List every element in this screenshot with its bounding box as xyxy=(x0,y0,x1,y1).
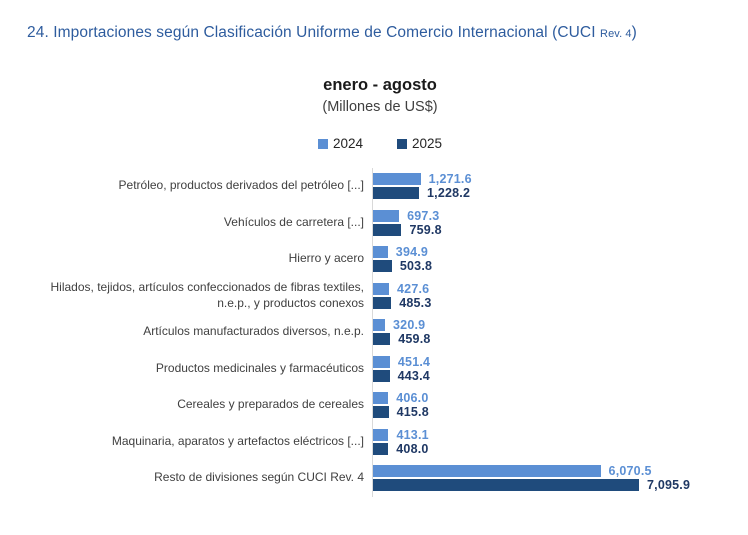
value-label-2024: 394.9 xyxy=(395,245,429,260)
value-label-2024: 406.0 xyxy=(396,391,429,406)
value-label-2025: 459.8 xyxy=(398,332,431,347)
value-label-2025: 1,228.2 xyxy=(427,186,471,201)
bar-line-2025: 485.3 xyxy=(373,295,741,310)
bar-line-2025: 7,095.9 xyxy=(373,478,741,493)
chart-title-rev: Rev. 4 xyxy=(600,28,632,40)
bar-2025 xyxy=(373,333,391,346)
value-label-2024: 6,070.5 xyxy=(608,464,652,479)
bar-line-2024: 320.9 xyxy=(373,318,741,333)
bar-2025 xyxy=(373,296,392,309)
bar-line-2025: 503.8 xyxy=(373,259,741,274)
bar-2025 xyxy=(373,187,420,200)
category-label: Resto de divisiones según CUCI Rev. 4 xyxy=(154,470,364,485)
bar-row: Maquinaria, aparatos y artefactos eléctr… xyxy=(27,423,741,460)
value-label-2024: 451.4 xyxy=(397,354,431,369)
legend-swatch-2024 xyxy=(317,138,328,149)
bar-2024 xyxy=(373,428,389,441)
value-label-2025: 759.8 xyxy=(409,222,442,237)
bar-line-2024: 1,271.6 xyxy=(373,172,741,187)
bar-2025 xyxy=(373,260,392,273)
value-label-2024: 1,271.6 xyxy=(428,172,472,187)
category-label: Hilados, tejidos, artículos confeccionad… xyxy=(50,280,365,310)
bars-cell: 697.3 759.8 xyxy=(372,204,741,241)
bar-2024 xyxy=(373,319,386,332)
bar-line-2024: 394.9 xyxy=(373,245,741,260)
bar-2025 xyxy=(373,442,389,455)
bars-cell: 413.1 408.0 xyxy=(372,423,741,460)
bars-cell: 6,070.5 7,095.9 xyxy=(372,460,741,497)
chart-subtitle: enero - agosto xyxy=(323,76,437,94)
chart-title-close: ) xyxy=(631,24,637,41)
category-label: Petróleo, productos derivados del petról… xyxy=(118,178,364,193)
chart-legend: 2024 2025 xyxy=(30,136,730,151)
category-label: Hierro y acero xyxy=(288,251,364,266)
category-label: Artículos manufacturados diversos, n.e.p… xyxy=(143,324,364,339)
value-label-2025: 7,095.9 xyxy=(647,478,691,493)
bar-2024 xyxy=(373,355,390,368)
legend-swatch-2025 xyxy=(397,138,407,149)
bar-line-2025: 459.8 xyxy=(373,332,741,347)
value-label-2024: 320.9 xyxy=(393,318,426,333)
bar-chart-plot: Petróleo, productos derivados del petról… xyxy=(27,168,741,497)
bar-2024 xyxy=(373,209,400,222)
value-label-2025: 408.0 xyxy=(396,441,429,456)
category-label: Productos medicinales y farmacéuticos xyxy=(155,360,364,375)
bars-cell: 406.0 415.8 xyxy=(372,387,741,424)
bar-line-2024: 6,070.5 xyxy=(373,464,741,479)
value-label-2024: 427.6 xyxy=(397,281,430,296)
value-label-2024: 697.3 xyxy=(407,208,440,223)
bar-2024 xyxy=(373,465,601,478)
bar-line-2025: 408.0 xyxy=(373,441,741,456)
bar-line-2024: 406.0 xyxy=(373,391,741,406)
legend-item-2025: 2025 xyxy=(397,136,442,151)
value-label-2024: 413.1 xyxy=(396,427,429,442)
chart-units-label: (Millones de US$) xyxy=(322,99,438,115)
bar-row: Hierro y acero 394.9 503.8 xyxy=(27,241,741,278)
chart-title-main: 24. Importaciones según Clasificación Un… xyxy=(27,24,601,41)
category-label: Maquinaria, aparatos y artefactos eléctr… xyxy=(111,433,364,448)
value-label-2025: 443.4 xyxy=(397,368,430,383)
value-label-2025: 485.3 xyxy=(399,295,432,310)
bars-cell: 1,271.6 1,228.2 xyxy=(372,168,741,205)
bars-cell: 320.9 459.8 xyxy=(372,314,741,351)
bar-line-2024: 451.4 xyxy=(373,354,741,369)
bar-line-2025: 1,228.2 xyxy=(373,186,741,201)
bar-row: Petróleo, productos derivados del petról… xyxy=(27,168,741,205)
value-label-2025: 503.8 xyxy=(399,259,433,274)
bar-row: Cereales y preparados de cereales 406.0 41… xyxy=(27,387,741,424)
bar-line-2024: 413.1 xyxy=(373,427,741,442)
bars-cell: 394.9 503.8 xyxy=(372,241,741,278)
category-label: Cereales y preparados de cereales xyxy=(177,397,364,412)
bar-2024 xyxy=(373,392,389,405)
bar-line-2025: 443.4 xyxy=(373,368,741,383)
bar-line-2024: 427.6 xyxy=(373,281,741,296)
category-label: Vehículos de carretera [...] xyxy=(223,214,364,229)
legend-label-2024: 2024 xyxy=(332,136,363,151)
chart-title: 24. Importaciones según Clasificación Un… xyxy=(27,24,737,42)
bar-2024 xyxy=(373,173,421,186)
legend-label-2025: 2025 xyxy=(412,136,443,151)
bar-2025 xyxy=(373,369,390,382)
bar-2025 xyxy=(373,223,402,236)
bar-row: Vehículos de carretera [...] 697.3 759.8 xyxy=(27,204,741,241)
bar-line-2025: 415.8 xyxy=(373,405,741,420)
bar-2025 xyxy=(373,406,389,419)
bar-row: Resto de divisiones según CUCI Rev. 4 6,0… xyxy=(27,460,741,497)
bar-row: Hilados, tejidos, artículos confeccionad… xyxy=(27,277,741,314)
bar-line-2025: 759.8 xyxy=(373,222,741,237)
bar-line-2024: 697.3 xyxy=(373,208,741,223)
legend-item-2024: 2024 xyxy=(317,136,363,151)
bar-2024 xyxy=(373,246,388,259)
bars-cell: 427.6 485.3 xyxy=(372,277,741,314)
bars-cell: 451.4 443.4 xyxy=(372,350,741,387)
bar-row: Productos medicinales y farmacéuticos 451… xyxy=(27,350,741,387)
chart-header: enero - agosto (Millones de US$) 2024 20… xyxy=(30,76,730,151)
bar-2024 xyxy=(373,282,390,295)
bar-2025 xyxy=(373,479,639,492)
value-label-2025: 415.8 xyxy=(396,405,429,420)
bar-row: Artículos manufacturados diversos, n.e.p… xyxy=(27,314,741,351)
